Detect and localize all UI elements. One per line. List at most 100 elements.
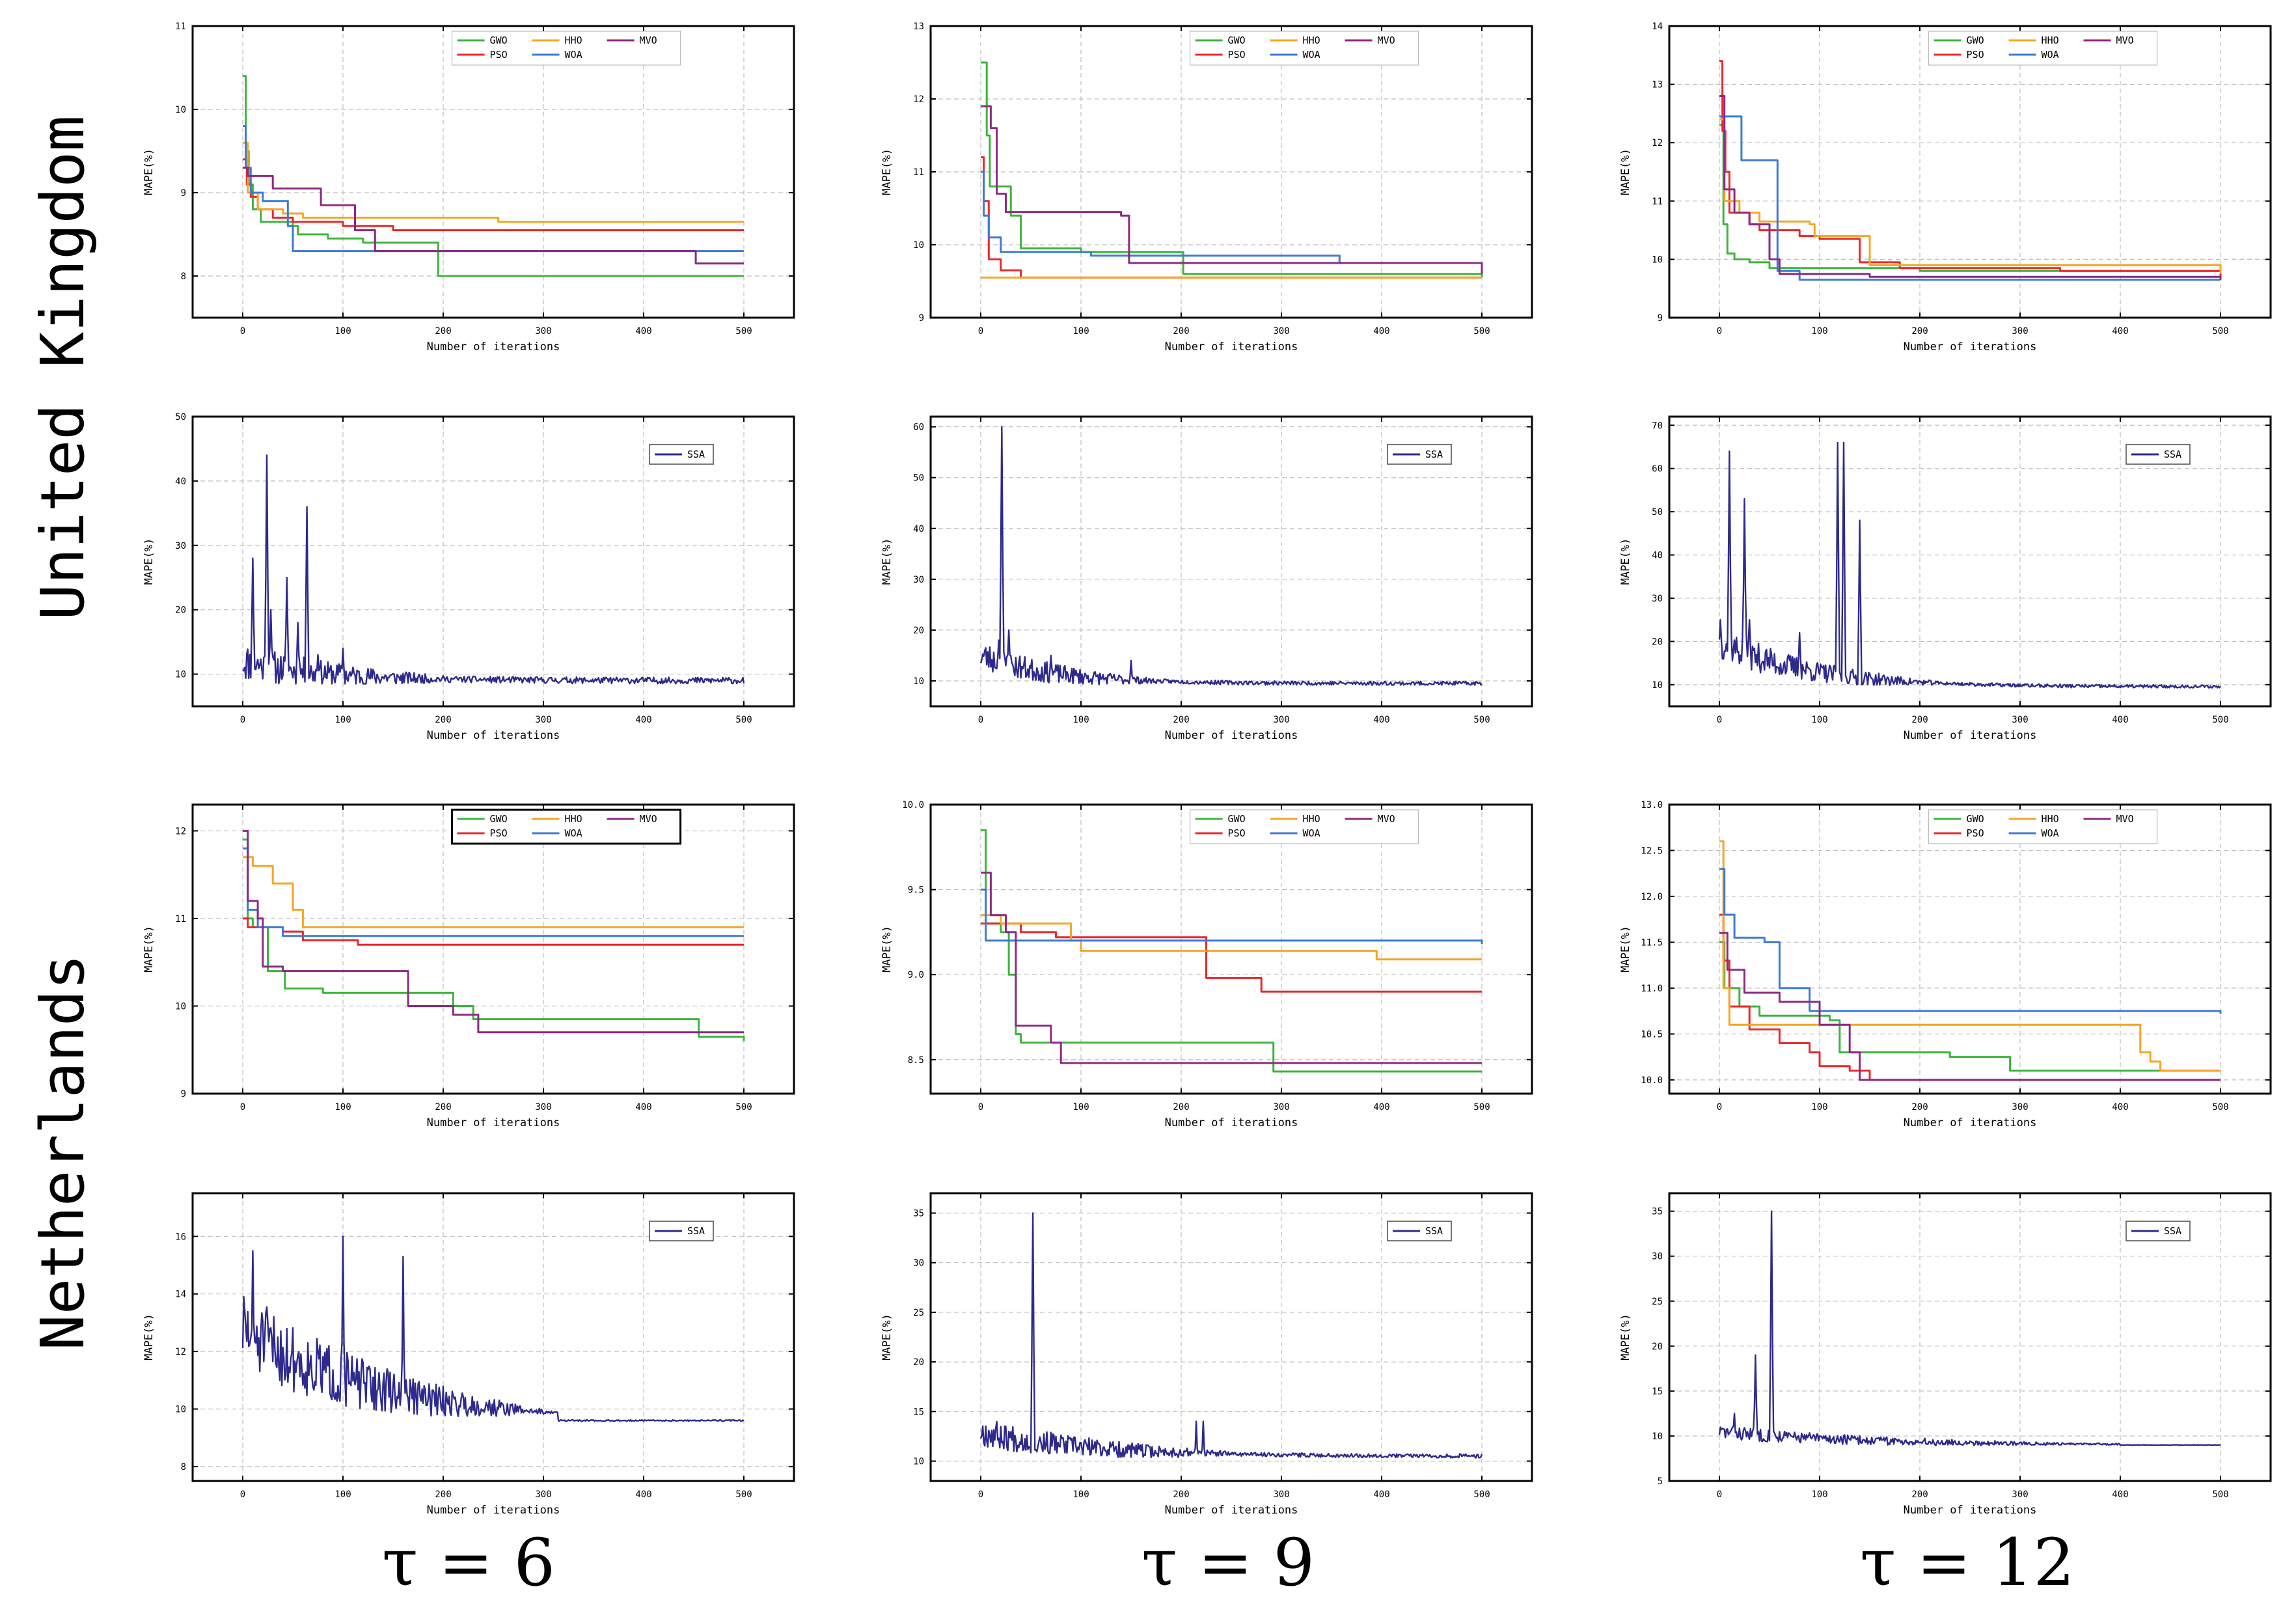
tick-label-x: 200 — [1911, 1102, 1928, 1113]
legend-label-woa: WOA — [1303, 827, 1320, 839]
tick-label-y: 8 — [181, 271, 186, 282]
tick-label-y: 20 — [1652, 637, 1663, 647]
tick-label-x: 200 — [435, 326, 451, 337]
tick-label-x: 100 — [335, 715, 351, 725]
series-line-ssa — [1718, 441, 2221, 689]
series-line-hho — [1719, 118, 2222, 274]
legend-label-ssa: SSA — [687, 1225, 705, 1237]
tick-label-y: 30 — [913, 1258, 924, 1269]
tick-label-x: 200 — [1173, 1489, 1189, 1500]
legend: SSA — [1387, 444, 1452, 465]
legend-label-hho: HHO — [2042, 813, 2059, 825]
tick-label-x: 0 — [978, 326, 983, 337]
tick-label-x: 100 — [1073, 715, 1089, 725]
series-line-woa — [981, 171, 1482, 264]
series-group — [1719, 840, 2222, 1081]
legend-label-hho: HHO — [1303, 35, 1320, 46]
series-line-hho — [1719, 840, 2221, 1072]
series-line-pso — [981, 922, 1482, 993]
tick-label-x: 500 — [1473, 326, 1490, 337]
x-axis-label: Number of iterations — [427, 1116, 560, 1129]
x-axis-label: Number of iterations — [1904, 1504, 2037, 1517]
series-line-ssa — [979, 1212, 1483, 1459]
chart-nl-t6-multi: 0 100 200 300 400 500 9 10 11 12 Number of iterati… — [143, 803, 795, 1129]
tick-label-x: 400 — [635, 1102, 651, 1113]
x-axis-label: Number of iterations — [1904, 1116, 2037, 1129]
plot-frame — [1668, 803, 2272, 1095]
tick-label-y: 30 — [1652, 1252, 1663, 1262]
tick-label-x: 100 — [1073, 1489, 1089, 1500]
series-line-mvo — [1719, 95, 2222, 280]
plot-frame — [1668, 25, 2272, 319]
tick-label-y: 10 — [1652, 1431, 1663, 1442]
x-axis-label: Number of iterations — [1904, 729, 2037, 742]
tick-label-y: 10 — [175, 1405, 186, 1415]
series-line-gwo — [981, 61, 1483, 278]
tick-label-y: 9 — [181, 188, 186, 199]
tick-label-x: 500 — [2212, 1102, 2228, 1113]
tick-label-x: 200 — [435, 1489, 451, 1500]
tick-label-y: 30 — [1652, 594, 1663, 604]
tick-label-x: 0 — [240, 1102, 245, 1113]
series-group — [241, 1236, 745, 1422]
tick-label-x: 100 — [1811, 715, 1827, 725]
tick-label-x: 400 — [635, 715, 651, 725]
tick-label-y: 12.0 — [1641, 892, 1663, 902]
series-line-mvo — [1719, 932, 2221, 1081]
y-axis-label: MAPE(%) — [881, 148, 894, 195]
chart-nl-t6-ssa: 0 100 200 300 400 500 8 10 12 14 16 Number of itera… — [143, 1192, 795, 1517]
chart-uk-t9-ssa: 0 100 200 300 400 500 10 20 30 40 50 60 Number of it… — [881, 415, 1533, 742]
series-group — [242, 454, 745, 685]
tick-label-x: 200 — [1173, 715, 1189, 725]
tick-label-x: 500 — [735, 326, 752, 337]
tick-label-x: 200 — [435, 715, 451, 725]
x-axis-label: Number of iterations — [427, 1504, 560, 1517]
tick-label-x: 400 — [1373, 1102, 1389, 1113]
tick-label-x: 500 — [735, 715, 752, 725]
legend-label-hho: HHO — [2042, 35, 2059, 46]
tick-label-x: 400 — [635, 1489, 651, 1500]
x-axis-label: Number of iterations — [1165, 1504, 1298, 1517]
tick-label-x: 200 — [1911, 715, 1928, 725]
tick-label-y: 12 — [175, 826, 186, 837]
plot-frame — [929, 415, 1533, 708]
legend-label-mvo: MVO — [1378, 813, 1395, 825]
tick-label-y: 15 — [1652, 1387, 1663, 1397]
legend-label-ssa: SSA — [2164, 449, 2181, 460]
series-line-gwo — [1719, 124, 2222, 277]
tick-label-y: 8 — [181, 1462, 186, 1473]
y-axis-label: MAPE(%) — [881, 1314, 894, 1361]
tick-label-x: 0 — [978, 1489, 983, 1500]
legend-label-ssa: SSA — [1425, 449, 1443, 460]
plot-frame — [929, 1192, 1533, 1482]
chart-nl-t12-multi: 0 100 200 300 400 500 10.0 10.5 11.0 11.5 12.0 12.5… — [1619, 800, 2272, 1129]
tick-label-x: 300 — [1273, 326, 1289, 337]
series-line-ssa — [241, 1236, 745, 1422]
legend-label-pso: PSO — [490, 49, 508, 61]
legend: SSA — [2125, 1221, 2191, 1241]
tick-label-y: 10.0 — [902, 800, 924, 810]
tick-label-y: 12 — [913, 94, 924, 105]
tick-label-y: 60 — [1652, 464, 1663, 475]
tick-label-y: 8.5 — [908, 1055, 924, 1066]
tick-label-y: 11 — [1652, 197, 1663, 207]
legend-label-gwo: GWO — [1228, 35, 1246, 46]
tick-label-x: 200 — [1911, 326, 1928, 337]
tick-label-y: 20 — [913, 626, 924, 636]
legend-label-woa: WOA — [2042, 827, 2059, 839]
tick-label-y: 10 — [175, 1001, 186, 1012]
legend: SSA — [2125, 444, 2191, 465]
tick-label-x: 400 — [1373, 326, 1389, 337]
legend-label-ssa: SSA — [1425, 1225, 1443, 1237]
row-label-nl: Netherlands — [28, 954, 98, 1350]
legend-label-gwo: GWO — [490, 813, 508, 825]
plot-frame — [191, 803, 795, 1095]
tick-label-y: 15 — [913, 1407, 924, 1417]
series-group — [243, 75, 744, 277]
tick-label-y: 11 — [175, 914, 186, 924]
tick-label-x: 100 — [1811, 1489, 1827, 1500]
tick-label-x: 200 — [1173, 1102, 1189, 1113]
tick-label-y: 16 — [175, 1232, 186, 1242]
series-line-gwo — [243, 838, 745, 1042]
tick-label-x: 400 — [2112, 715, 2128, 725]
